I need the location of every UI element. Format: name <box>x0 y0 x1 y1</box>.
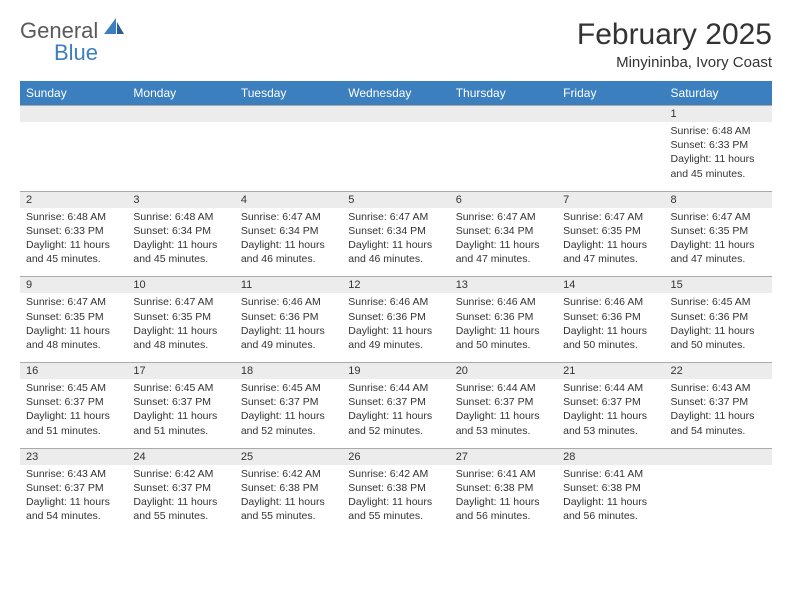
month-title: February 2025 <box>577 18 772 52</box>
info-cell: Sunrise: 6:44 AMSunset: 6:37 PMDaylight:… <box>342 379 449 448</box>
day-header: Friday <box>557 81 664 106</box>
date-cell: 24 <box>127 448 234 465</box>
info-row: Sunrise: 6:48 AMSunset: 6:33 PMDaylight:… <box>20 208 772 277</box>
day-header: Wednesday <box>342 81 449 106</box>
date-cell: 4 <box>235 191 342 208</box>
date-cell <box>20 106 127 123</box>
location: Minyininba, Ivory Coast <box>577 54 772 71</box>
date-row: 9 10 11 12 13 14 15 <box>20 277 772 294</box>
info-cell <box>20 122 127 191</box>
info-cell: Sunrise: 6:48 AMSunset: 6:34 PMDaylight:… <box>127 208 234 277</box>
date-cell: 16 <box>20 363 127 380</box>
date-cell: 7 <box>557 191 664 208</box>
info-row: Sunrise: 6:43 AMSunset: 6:37 PMDaylight:… <box>20 465 772 534</box>
info-cell <box>342 122 449 191</box>
info-cell: Sunrise: 6:44 AMSunset: 6:37 PMDaylight:… <box>450 379 557 448</box>
date-row: 2 3 4 5 6 7 8 <box>20 191 772 208</box>
day-header-row: Sunday Monday Tuesday Wednesday Thursday… <box>20 81 772 106</box>
date-cell: 5 <box>342 191 449 208</box>
date-cell: 6 <box>450 191 557 208</box>
info-cell: Sunrise: 6:45 AMSunset: 6:37 PMDaylight:… <box>127 379 234 448</box>
info-cell: Sunrise: 6:47 AMSunset: 6:34 PMDaylight:… <box>450 208 557 277</box>
day-header: Thursday <box>450 81 557 106</box>
date-cell: 14 <box>557 277 664 294</box>
date-cell <box>342 106 449 123</box>
info-cell: Sunrise: 6:45 AMSunset: 6:37 PMDaylight:… <box>20 379 127 448</box>
info-cell: Sunrise: 6:46 AMSunset: 6:36 PMDaylight:… <box>557 293 664 362</box>
title-block: February 2025 Minyininba, Ivory Coast <box>577 18 772 71</box>
info-cell: Sunrise: 6:48 AMSunset: 6:33 PMDaylight:… <box>665 122 772 191</box>
info-cell: Sunrise: 6:43 AMSunset: 6:37 PMDaylight:… <box>20 465 127 534</box>
info-cell: Sunrise: 6:47 AMSunset: 6:35 PMDaylight:… <box>20 293 127 362</box>
date-cell: 13 <box>450 277 557 294</box>
info-cell: Sunrise: 6:46 AMSunset: 6:36 PMDaylight:… <box>235 293 342 362</box>
info-cell <box>127 122 234 191</box>
date-cell: 21 <box>557 363 664 380</box>
day-header: Tuesday <box>235 81 342 106</box>
date-row: 1 <box>20 106 772 123</box>
date-cell: 10 <box>127 277 234 294</box>
date-cell <box>450 106 557 123</box>
info-cell: Sunrise: 6:46 AMSunset: 6:36 PMDaylight:… <box>342 293 449 362</box>
header: General Blue February 2025 Minyininba, I… <box>20 18 772 71</box>
date-cell: 12 <box>342 277 449 294</box>
date-cell <box>557 106 664 123</box>
info-cell: Sunrise: 6:48 AMSunset: 6:33 PMDaylight:… <box>20 208 127 277</box>
date-cell: 25 <box>235 448 342 465</box>
info-cell: Sunrise: 6:42 AMSunset: 6:38 PMDaylight:… <box>342 465 449 534</box>
info-cell: Sunrise: 6:47 AMSunset: 6:35 PMDaylight:… <box>665 208 772 277</box>
date-cell: 11 <box>235 277 342 294</box>
date-cell: 23 <box>20 448 127 465</box>
info-cell: Sunrise: 6:42 AMSunset: 6:38 PMDaylight:… <box>235 465 342 534</box>
date-cell: 22 <box>665 363 772 380</box>
date-cell <box>665 448 772 465</box>
calendar-table: Sunday Monday Tuesday Wednesday Thursday… <box>20 81 772 533</box>
info-cell: Sunrise: 6:41 AMSunset: 6:38 PMDaylight:… <box>557 465 664 534</box>
info-cell: Sunrise: 6:47 AMSunset: 6:35 PMDaylight:… <box>127 293 234 362</box>
info-cell: Sunrise: 6:47 AMSunset: 6:34 PMDaylight:… <box>342 208 449 277</box>
info-cell: Sunrise: 6:47 AMSunset: 6:35 PMDaylight:… <box>557 208 664 277</box>
info-cell <box>235 122 342 191</box>
date-cell: 18 <box>235 363 342 380</box>
date-cell: 9 <box>20 277 127 294</box>
date-cell: 3 <box>127 191 234 208</box>
info-cell <box>557 122 664 191</box>
date-cell: 20 <box>450 363 557 380</box>
info-cell: Sunrise: 6:46 AMSunset: 6:36 PMDaylight:… <box>450 293 557 362</box>
date-row: 16 17 18 19 20 21 22 <box>20 363 772 380</box>
date-row: 23 24 25 26 27 28 <box>20 448 772 465</box>
logo-sail-icon <box>102 16 126 41</box>
date-cell: 27 <box>450 448 557 465</box>
date-cell <box>235 106 342 123</box>
info-cell: Sunrise: 6:41 AMSunset: 6:38 PMDaylight:… <box>450 465 557 534</box>
info-cell <box>450 122 557 191</box>
info-row: Sunrise: 6:47 AMSunset: 6:35 PMDaylight:… <box>20 293 772 362</box>
date-cell: 28 <box>557 448 664 465</box>
info-row: Sunrise: 6:48 AMSunset: 6:33 PMDaylight:… <box>20 122 772 191</box>
logo: General Blue <box>20 18 126 44</box>
info-cell: Sunrise: 6:47 AMSunset: 6:34 PMDaylight:… <box>235 208 342 277</box>
info-row: Sunrise: 6:45 AMSunset: 6:37 PMDaylight:… <box>20 379 772 448</box>
logo-text-2: Blue <box>54 40 98 66</box>
date-cell: 17 <box>127 363 234 380</box>
info-cell: Sunrise: 6:44 AMSunset: 6:37 PMDaylight:… <box>557 379 664 448</box>
info-cell <box>665 465 772 534</box>
day-header: Sunday <box>20 81 127 106</box>
date-cell: 2 <box>20 191 127 208</box>
info-cell: Sunrise: 6:45 AMSunset: 6:36 PMDaylight:… <box>665 293 772 362</box>
date-cell: 1 <box>665 106 772 123</box>
info-cell: Sunrise: 6:43 AMSunset: 6:37 PMDaylight:… <box>665 379 772 448</box>
date-cell: 8 <box>665 191 772 208</box>
info-cell: Sunrise: 6:42 AMSunset: 6:37 PMDaylight:… <box>127 465 234 534</box>
date-cell: 19 <box>342 363 449 380</box>
day-header: Monday <box>127 81 234 106</box>
date-cell: 15 <box>665 277 772 294</box>
date-cell <box>127 106 234 123</box>
info-cell: Sunrise: 6:45 AMSunset: 6:37 PMDaylight:… <box>235 379 342 448</box>
day-header: Saturday <box>665 81 772 106</box>
date-cell: 26 <box>342 448 449 465</box>
